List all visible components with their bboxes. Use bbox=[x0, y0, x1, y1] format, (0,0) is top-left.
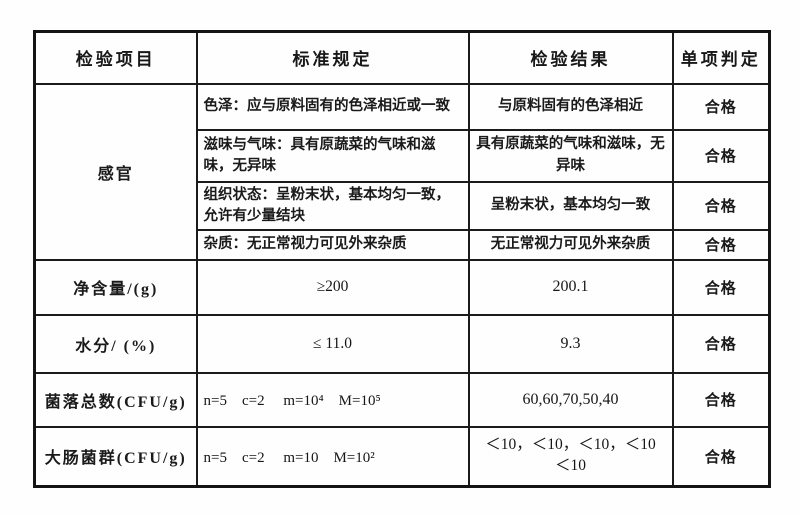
standard-taste-odor: 滋味与气味：具有原蔬菜的气味和滋味，无异味 bbox=[195, 128, 470, 183]
table-row-moisture: 水分/ (%) ≤ 11.0 9.3 合格 bbox=[33, 313, 771, 374]
result-color: 与原料固有的色泽相近 bbox=[467, 82, 674, 131]
judgment-moisture: 合格 bbox=[671, 313, 771, 374]
table-row-total-plate-count: 菌落总数(CFU/g) n=5 c=2 m=10⁴ M=10⁵ 60,60,70… bbox=[33, 371, 771, 428]
result-impurity: 无正常视力可见外来杂质 bbox=[467, 228, 674, 261]
result-total-plate-count: 60,60,70,50,40 bbox=[467, 371, 674, 428]
result-texture: 呈粉末状，基本均匀一致 bbox=[467, 180, 674, 231]
item-net-content: 净含量/(g) bbox=[33, 258, 198, 316]
judgment-coliform: 合格 bbox=[671, 425, 771, 488]
result-coliform-line1: ＜10，＜10，＜10，＜10 bbox=[485, 436, 656, 454]
item-sensory: 感官 bbox=[33, 82, 198, 261]
result-taste-odor: 具有原蔬菜的气味和滋味，无异味 bbox=[467, 128, 674, 183]
judgment-color: 合格 bbox=[671, 82, 771, 131]
standard-impurity: 杂质：无正常视力可见外来杂质 bbox=[195, 228, 470, 261]
judgment-texture: 合格 bbox=[671, 180, 771, 231]
header-standard-requirement: 标准规定 bbox=[195, 30, 470, 85]
judgment-taste-odor: 合格 bbox=[671, 128, 771, 183]
result-net-content: 200.1 bbox=[467, 258, 674, 316]
result-coliform-line2: ＜10 bbox=[554, 457, 586, 475]
result-moisture: 9.3 bbox=[467, 313, 674, 374]
inspection-result-table: 检验项目 标准规定 检验结果 单项判定 感官 色泽：应与原料固有的色泽相近或一致… bbox=[33, 30, 771, 488]
standard-moisture: ≤ 11.0 bbox=[195, 313, 470, 374]
item-moisture: 水分/ (%) bbox=[33, 313, 198, 374]
table-row-sensory-taste-odor: 滋味与气味：具有原蔬菜的气味和滋味，无异味 具有原蔬菜的气味和滋味，无异味 合格 bbox=[35, 128, 771, 183]
table-header-row: 检验项目 标准规定 检验结果 单项判定 bbox=[33, 30, 771, 85]
item-total-plate-count: 菌落总数(CFU/g) bbox=[33, 371, 198, 428]
standard-coliform: n=5 c=2 m=10 M=10² bbox=[195, 425, 470, 488]
judgment-net-content: 合格 bbox=[671, 258, 771, 316]
standard-texture: 组织状态：呈粉末状，基本均匀一致，允许有少量结块 bbox=[195, 180, 470, 231]
table-row-sensory-texture: 组织状态：呈粉末状，基本均匀一致，允许有少量结块 呈粉末状，基本均匀一致 合格 bbox=[35, 180, 771, 231]
header-inspection-item: 检验项目 bbox=[33, 30, 198, 85]
standard-color: 色泽：应与原料固有的色泽相近或一致 bbox=[195, 82, 470, 131]
header-item-judgment: 单项判定 bbox=[671, 30, 771, 85]
judgment-total-plate-count: 合格 bbox=[671, 371, 771, 428]
table-row-sensory-impurity: 杂质：无正常视力可见外来杂质 无正常视力可见外来杂质 合格 bbox=[35, 228, 771, 261]
table-row-net-content: 净含量/(g) ≥200 200.1 合格 bbox=[33, 258, 771, 316]
result-coliform: ＜10，＜10，＜10，＜10 ＜10 bbox=[467, 425, 674, 488]
standard-net-content: ≥200 bbox=[195, 258, 470, 316]
table-row-sensory-color: 感官 色泽：应与原料固有的色泽相近或一致 与原料固有的色泽相近 合格 bbox=[33, 82, 771, 261]
header-inspection-result: 检验结果 bbox=[467, 30, 674, 85]
standard-total-plate-count: n=5 c=2 m=10⁴ M=10⁵ bbox=[195, 371, 470, 428]
item-coliform: 大肠菌群(CFU/g) bbox=[33, 425, 198, 488]
table-row-coliform: 大肠菌群(CFU/g) n=5 c=2 m=10 M=10² ＜10，＜10，＜… bbox=[33, 425, 771, 488]
judgment-impurity: 合格 bbox=[671, 228, 771, 261]
